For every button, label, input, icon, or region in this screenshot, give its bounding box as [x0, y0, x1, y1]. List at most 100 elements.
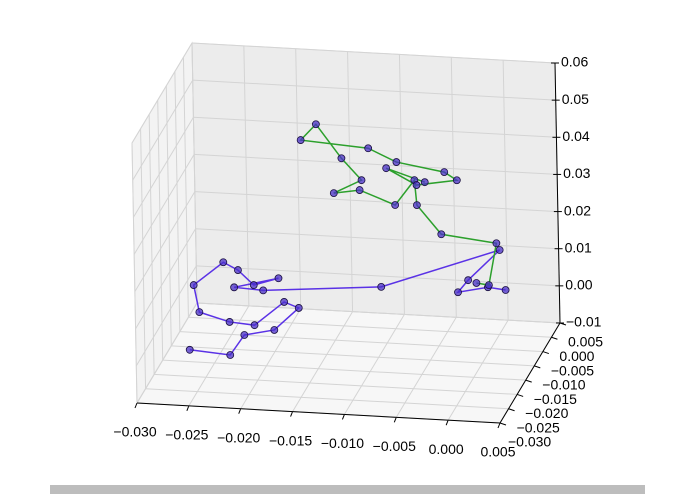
point [230, 283, 239, 292]
x-tick-label: 0.000 [429, 441, 464, 457]
y-axis [499, 322, 561, 424]
grid-line [192, 79, 556, 101]
point [185, 345, 194, 354]
point [392, 158, 401, 166]
y-tick-label: −0.015 [534, 391, 577, 407]
x-tick [290, 411, 294, 417]
x-tick-label: −0.010 [321, 435, 364, 451]
x-tick [393, 417, 397, 423]
grid-line [240, 308, 302, 409]
x-tick-label: −0.025 [165, 427, 208, 443]
point [189, 281, 198, 289]
point [454, 288, 462, 297]
point [382, 164, 391, 173]
point [249, 281, 258, 289]
grid-line [132, 79, 194, 181]
point [484, 281, 493, 290]
x-tick [134, 402, 138, 409]
grid-line [131, 142, 138, 404]
grid-line [179, 331, 543, 353]
z-tick-label: 0.05 [562, 91, 589, 107]
point [413, 201, 421, 210]
grid-line [191, 42, 198, 304]
grid-line [502, 60, 509, 321]
point [391, 201, 400, 209]
grid-line [196, 265, 560, 287]
point [440, 168, 449, 177]
grid-line [395, 317, 457, 418]
x-tick-label: −0.030 [113, 424, 156, 440]
point [364, 144, 373, 153]
grid-line [347, 51, 354, 312]
x-tick [238, 408, 242, 414]
z-tick-label: 0.06 [561, 54, 588, 70]
grid-line [140, 128, 147, 389]
point [420, 178, 429, 187]
x-tick-label: −0.015 [269, 432, 312, 448]
grid-line [292, 311, 354, 412]
point [226, 351, 235, 359]
scrollbar[interactable] [50, 485, 645, 494]
grid-line [243, 45, 250, 306]
x-tick-label: 0.005 [480, 444, 515, 460]
z-tick-label: 0.00 [565, 277, 592, 293]
y-tick [516, 393, 524, 397]
x-axis [136, 402, 501, 424]
grid-line [191, 42, 556, 64]
grid-line [165, 85, 172, 346]
z-axis [554, 62, 561, 324]
z-tick-label: −0.01 [566, 314, 602, 330]
point [280, 298, 289, 306]
grid-line [196, 302, 561, 324]
grid-line [182, 57, 189, 318]
grid-line [131, 42, 193, 144]
x-tick-label: −0.005 [373, 438, 416, 454]
grid-line [398, 54, 405, 315]
z-tick-label: 0.04 [562, 128, 589, 144]
point [357, 176, 366, 185]
y-tick-label: 0.000 [559, 348, 594, 364]
y-tick-label: −0.025 [517, 419, 560, 435]
point [259, 286, 268, 295]
grid-line [145, 388, 509, 410]
point [274, 274, 283, 283]
grid-line [132, 117, 194, 218]
grid-line [174, 71, 181, 332]
x-tick-label: −0.020 [217, 429, 260, 445]
z-tick-label: 0.02 [564, 202, 591, 218]
point [355, 186, 364, 194]
point [501, 286, 510, 294]
x-tick [341, 414, 345, 420]
grid-line [134, 191, 196, 292]
point [250, 321, 259, 330]
z-tick-label: 0.01 [565, 239, 592, 255]
point [234, 266, 242, 274]
y-tick [508, 408, 515, 412]
y-tick [542, 351, 550, 355]
y-tick-label: −0.020 [525, 405, 568, 421]
series-line [189, 249, 506, 356]
y-tick [525, 379, 532, 383]
grid-line [295, 48, 302, 309]
floor-pane [136, 302, 561, 424]
grid-line [157, 100, 164, 361]
point [225, 318, 234, 326]
point [195, 308, 204, 317]
y-tick-label: −0.030 [508, 434, 551, 450]
point [337, 154, 346, 163]
point [472, 279, 481, 287]
point [452, 176, 461, 185]
grid-line [450, 57, 457, 318]
y-tick-label: −0.005 [551, 362, 594, 378]
grid-line [343, 314, 405, 415]
y-tick [499, 422, 507, 426]
y-tick [551, 336, 558, 340]
grid-line [154, 373, 518, 395]
point [377, 282, 386, 291]
grid-line [136, 302, 198, 404]
grid-line [148, 114, 155, 375]
y-tick-label: 0.005 [568, 334, 603, 350]
point [240, 331, 249, 339]
point [492, 239, 501, 248]
